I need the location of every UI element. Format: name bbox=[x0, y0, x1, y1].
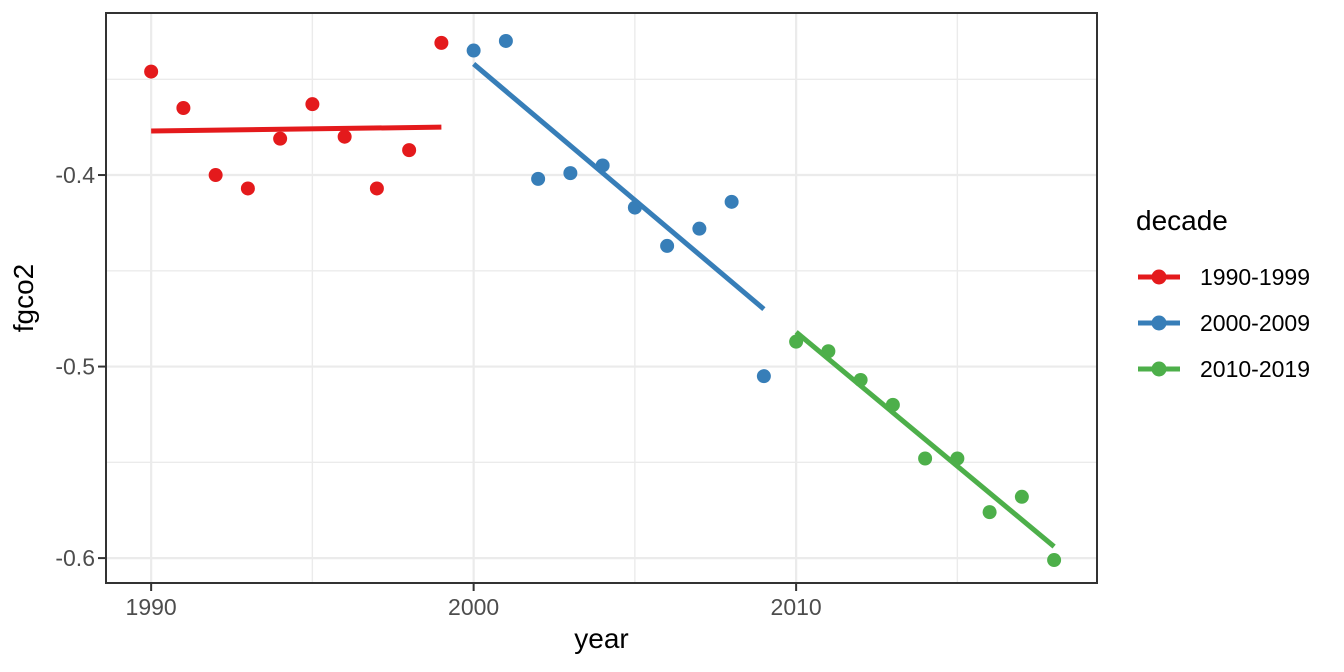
legend-title: decade bbox=[1136, 205, 1228, 236]
points-1990-1999 bbox=[144, 35, 449, 196]
data-point bbox=[144, 64, 159, 79]
data-point bbox=[1047, 553, 1062, 568]
y-tick-label: -0.5 bbox=[55, 354, 95, 380]
data-point bbox=[692, 221, 707, 236]
data-point bbox=[337, 129, 352, 144]
data-point bbox=[305, 97, 320, 112]
data-point bbox=[660, 238, 675, 253]
data-point bbox=[563, 166, 578, 181]
y-axis-title: fgco2 bbox=[8, 263, 39, 333]
panel-background bbox=[106, 13, 1097, 583]
data-point bbox=[208, 168, 223, 183]
y-tick-label: -0.6 bbox=[55, 545, 95, 571]
data-point bbox=[918, 451, 933, 466]
legend-key-line-dot-icon bbox=[1138, 315, 1180, 331]
data-point bbox=[402, 143, 417, 158]
data-point bbox=[756, 369, 771, 384]
legend-item-label: 1990-1999 bbox=[1200, 263, 1310, 290]
points-2010-2019 bbox=[789, 334, 1062, 568]
data-point bbox=[724, 194, 739, 209]
data-point bbox=[982, 505, 997, 520]
data-point bbox=[369, 181, 384, 196]
legend-item: 1990-1999 bbox=[1136, 262, 1310, 292]
panel-border bbox=[105, 12, 1098, 584]
trend-line-2010-2019 bbox=[794, 330, 1056, 549]
legend-key-line-dot-icon bbox=[1138, 269, 1180, 285]
x-tick-label: 2000 bbox=[448, 594, 499, 620]
y-tick-label: -0.4 bbox=[55, 162, 95, 188]
legend: decade 1990-1999 2000-2009 2010-2019 bbox=[1136, 204, 1310, 400]
x-tick-label: 1990 bbox=[126, 594, 177, 620]
trend-line-1990-1999 bbox=[151, 124, 442, 134]
x-tick-label: 2010 bbox=[771, 594, 822, 620]
x-axis-title: year bbox=[574, 623, 629, 654]
data-point bbox=[176, 101, 191, 115]
legend-item: 2000-2009 bbox=[1136, 308, 1310, 338]
legend-item: 2010-2019 bbox=[1136, 354, 1310, 384]
trend-line-2000-2009 bbox=[472, 62, 766, 312]
data-point bbox=[240, 181, 255, 196]
data-point bbox=[466, 43, 481, 58]
data-point bbox=[1014, 489, 1029, 504]
data-point bbox=[434, 35, 449, 50]
axis-ticks-and-labels: 1990 2000 2010 -0.4 -0.5 -0.6 bbox=[55, 162, 821, 620]
legend-item-label: 2010-2019 bbox=[1200, 355, 1310, 382]
data-point bbox=[531, 171, 546, 186]
legend-key-line-dot-icon bbox=[1138, 361, 1180, 377]
data-point bbox=[273, 131, 288, 146]
data-point bbox=[498, 33, 513, 48]
legend-item-label: 2000-2009 bbox=[1200, 309, 1310, 336]
